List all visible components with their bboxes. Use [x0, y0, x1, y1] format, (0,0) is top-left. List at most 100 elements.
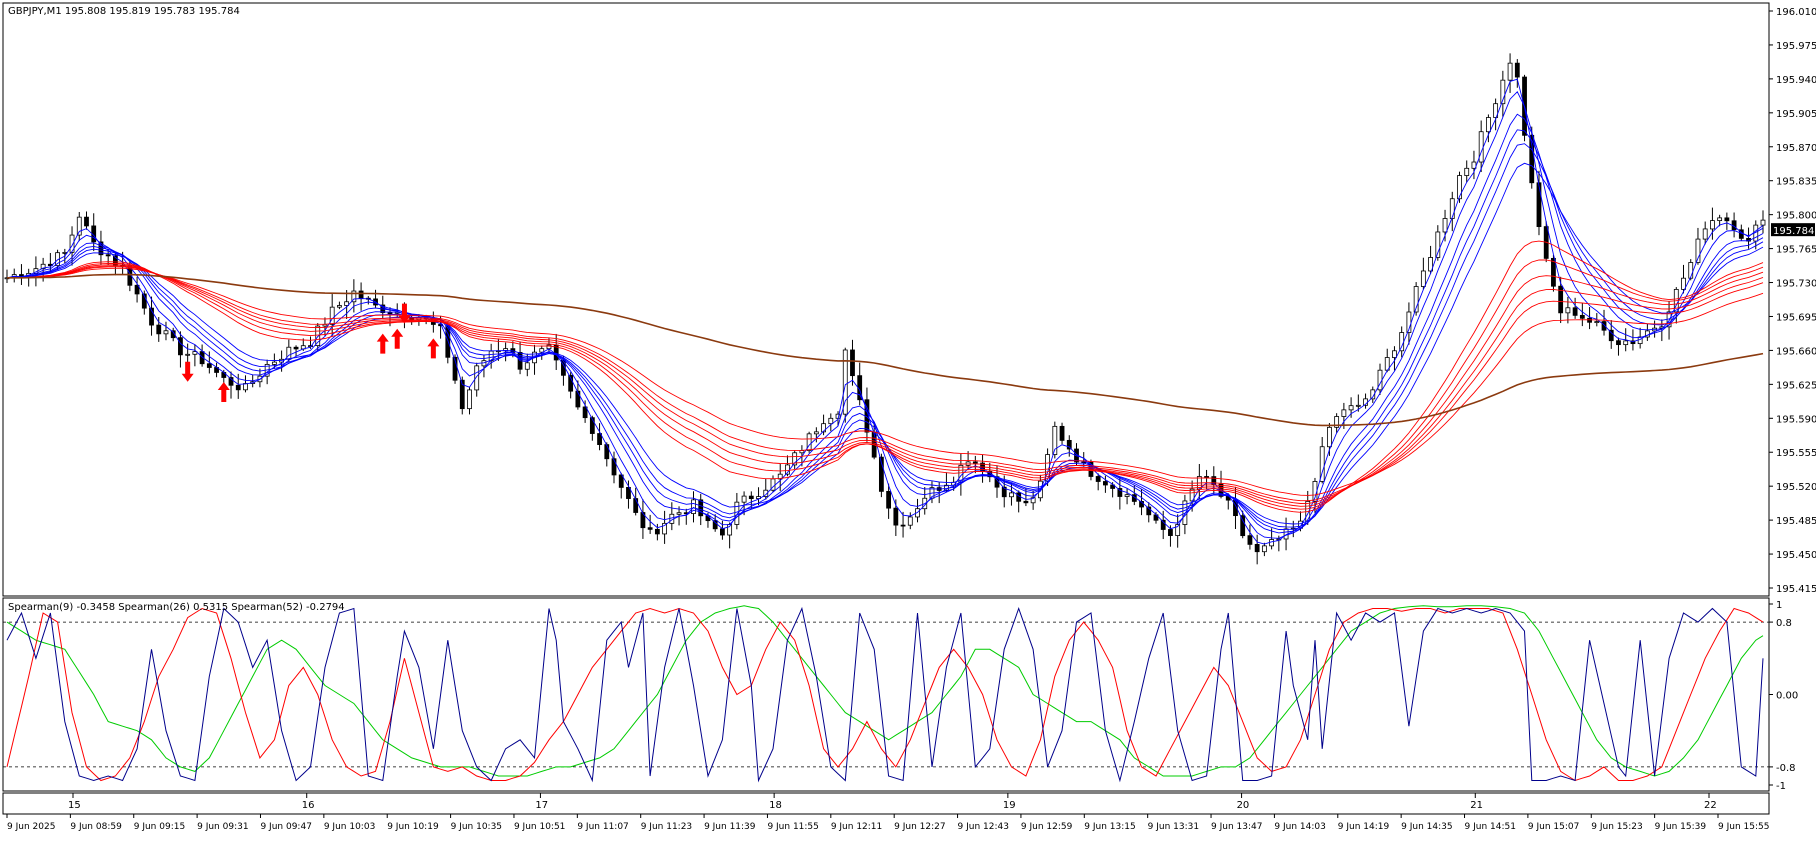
candle: [647, 514, 653, 534]
indicator-tick-label: -0.8: [1776, 763, 1796, 774]
indicator-pane[interactable]: Spearman(9) -0.3458 Spearman(26) 0.5315 …: [2, 597, 1770, 792]
candle: [1579, 303, 1585, 327]
candle: [156, 317, 162, 342]
candle: [886, 483, 892, 519]
time-tick-label: 9 Jun 10:19: [387, 822, 439, 832]
candle: [1370, 386, 1376, 403]
candle: [228, 371, 234, 399]
time-tick-label: 9 Jun 11:23: [641, 822, 692, 832]
fast-ma-line: [6, 143, 1764, 528]
candle: [1117, 476, 1123, 510]
candle: [1760, 210, 1766, 234]
candle: [662, 510, 667, 544]
slow-ma-line: [6, 264, 1764, 507]
candle: [1355, 394, 1361, 412]
time-tick-label: 9 Jun 15:07: [1528, 822, 1579, 832]
time-tick-label: 9 Jun 11:39: [704, 822, 756, 832]
buy-arrow: [217, 382, 230, 403]
price-tick-label: 195.765: [1776, 245, 1816, 256]
price-tick-label: 195.590: [1776, 414, 1816, 425]
time-tick-label: 9 Jun 10:51: [514, 822, 565, 832]
candle: [618, 472, 624, 499]
candle: [149, 296, 154, 336]
fast-ma-line: [6, 91, 1764, 539]
candle: [76, 212, 82, 242]
time-tick-label: 9 Jun 15:55: [1718, 822, 1769, 832]
time-axis[interactable]: 9 Jun 2025 9 Jun 08:59 9 Jun 09:15 9 Jun 09…: [6, 814, 1769, 832]
candle: [1428, 245, 1433, 274]
candle: [351, 279, 357, 313]
candle: [524, 353, 530, 377]
price-pane[interactable]: GBPJPY,M1 195.808 195.819 195.783 195.78…: [2, 2, 1770, 597]
candle: [1175, 514, 1181, 548]
price-tick-label: 195.730: [1776, 279, 1816, 290]
candle: [1717, 214, 1723, 227]
time-tick-label: 9 Jun 10:35: [451, 822, 502, 832]
time-tick-label: 9 Jun 15:39: [1655, 822, 1707, 832]
price-tick-label: 195.695: [1776, 312, 1816, 323]
spearman9-line: [6, 606, 1764, 783]
candle: [691, 491, 696, 523]
candle: [271, 353, 277, 369]
candle: [1124, 488, 1130, 505]
long-ma-line: [7, 273, 1764, 427]
time-tick-label: 9 Jun 11:07: [577, 822, 628, 832]
candle: [1565, 296, 1571, 324]
candle: [1103, 475, 1108, 493]
candle: [1702, 221, 1708, 245]
candle: [1536, 170, 1542, 236]
candle: [907, 512, 913, 530]
candle: [850, 339, 855, 386]
time-tick-label: 9 Jun 11:55: [767, 822, 818, 832]
separator-label: 19: [1003, 800, 1016, 811]
separator-row-frame: [2, 792, 1770, 815]
time-tick-label: 9 Jun 14:35: [1401, 822, 1452, 832]
candle: [1724, 212, 1730, 230]
time-tick-label: 9 Jun 13:31: [1148, 822, 1199, 832]
price-axis[interactable]: 196.010 195.975 195.940 195.905 195.870 195.8…: [1769, 7, 1816, 595]
indicator-axis[interactable]: 1 0.8 0.00 -0.8 -1: [1769, 600, 1798, 792]
separator-label: 18: [769, 800, 782, 811]
price-tick-label: 195.975: [1776, 41, 1816, 52]
candle: [1616, 337, 1621, 356]
price-tick-label: 195.450: [1776, 550, 1816, 561]
signal-arrows-layer: [181, 303, 440, 403]
candle: [611, 451, 617, 484]
candle: [582, 400, 588, 423]
current-price-label-text: 195.784: [1773, 226, 1814, 237]
candle: [178, 331, 183, 368]
candle: [199, 344, 205, 367]
candle: [1601, 309, 1607, 336]
candle: [337, 301, 342, 310]
candle: [1558, 276, 1564, 324]
candle: [1319, 437, 1325, 484]
candle: [1030, 490, 1036, 510]
price-tick-label: 195.485: [1776, 516, 1816, 527]
separator-label: 20: [1237, 800, 1250, 811]
candle: [1348, 397, 1354, 418]
sell-arrow: [181, 361, 194, 382]
time-tick-label: 9 Jun 09:47: [260, 822, 311, 832]
buy-arrow: [391, 328, 404, 349]
candle: [1471, 150, 1477, 180]
candle: [344, 290, 350, 320]
buy-arrow: [427, 338, 440, 359]
period-separator-row: 15 16 17 18 19 20 21 22: [2, 792, 1770, 815]
candle: [1449, 191, 1455, 232]
candle: [1413, 282, 1419, 316]
candle: [1052, 421, 1058, 459]
candle: [1023, 487, 1029, 507]
time-tick-label: 9 Jun 13:47: [1211, 822, 1262, 832]
candle: [459, 376, 465, 415]
fast-ma-line: [6, 78, 1764, 545]
indicator-tick-label: -1: [1776, 781, 1786, 792]
time-tick-label: 9 Jun 14:19: [1338, 822, 1390, 832]
time-tick-label: 9 Jun 12:27: [894, 822, 945, 832]
candle: [1095, 473, 1101, 491]
candle: [792, 450, 798, 469]
candle: [1464, 160, 1470, 183]
candle: [626, 480, 631, 509]
candle: [568, 372, 574, 399]
price-tick-label: 195.835: [1776, 177, 1816, 188]
candle: [813, 427, 819, 443]
